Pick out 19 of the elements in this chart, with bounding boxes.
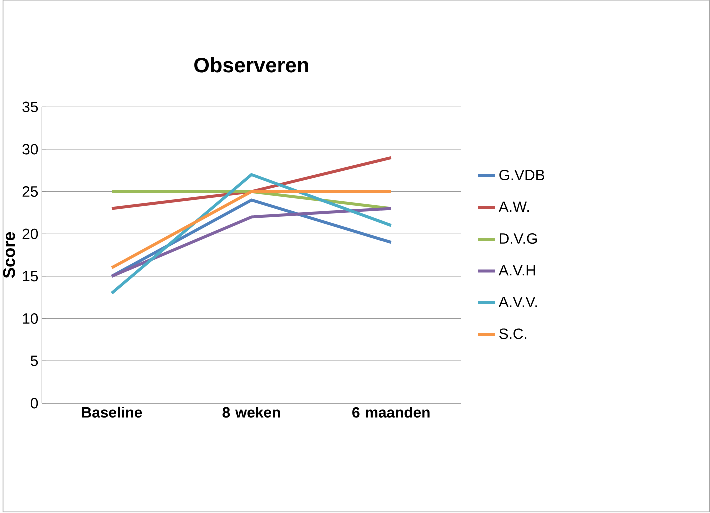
x-tick-label: 8 weken: [222, 407, 280, 418]
legend-label: S.C.: [500, 328, 527, 340]
y-tick-label: 5: [30, 356, 38, 367]
x-tick-label: Baseline: [82, 407, 142, 418]
legend-label: G.VDB: [500, 170, 544, 181]
legend-label: A.V.V.: [498, 297, 538, 308]
y-tick-label: 25: [22, 186, 38, 198]
y-tick-label: 10: [23, 314, 38, 324]
y-tick-label: 20: [22, 229, 38, 240]
legend-label: D.V.G: [500, 234, 538, 244]
y-tick-label: 0: [30, 398, 38, 409]
y-tick-label: 35: [22, 102, 38, 113]
legend-label: A.W.: [498, 202, 530, 212]
y-tick-label: 30: [22, 144, 38, 155]
y-tick-label: 15: [23, 271, 38, 282]
x-tick-label: 6 maanden: [352, 407, 430, 418]
legend-label: A.V.H: [498, 266, 536, 276]
chart-title: Observeren: [194, 58, 308, 73]
y-axis-title: Score: [3, 232, 16, 278]
